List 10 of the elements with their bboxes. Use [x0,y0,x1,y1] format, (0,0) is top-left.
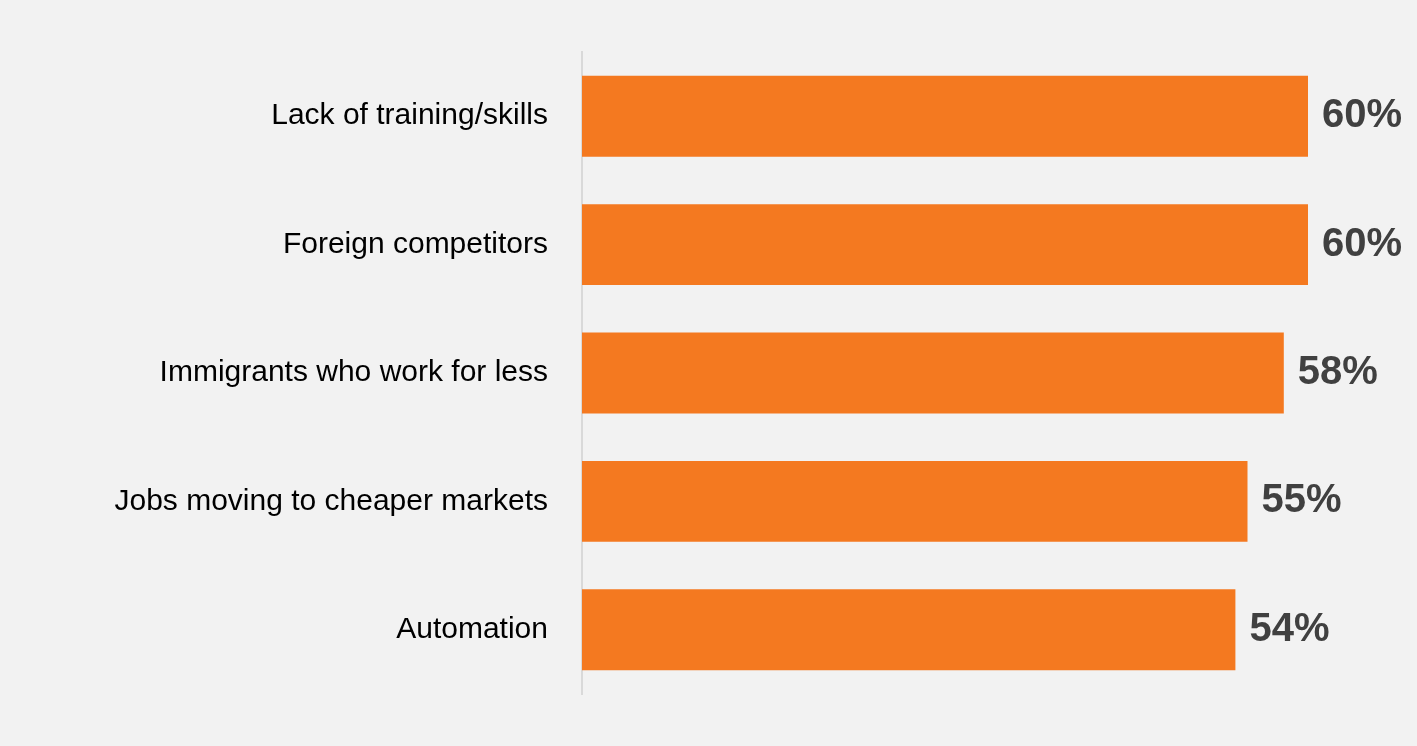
data-label: 58% [1297,348,1378,393]
data-label: 54% [1249,604,1330,649]
y-tick-label: Immigrants who work for less [159,354,548,388]
y-tick-label: Foreign competitors [282,225,548,259]
y-tick-label: Lack of training/skills [271,97,548,131]
y-tick-label: Automation [396,611,548,645]
data-label: 60% [1322,91,1403,136]
data-label: 55% [1261,476,1342,521]
y-tick-label: Jobs moving to cheaper markets [114,482,548,516]
data-label: 60% [1322,219,1403,264]
